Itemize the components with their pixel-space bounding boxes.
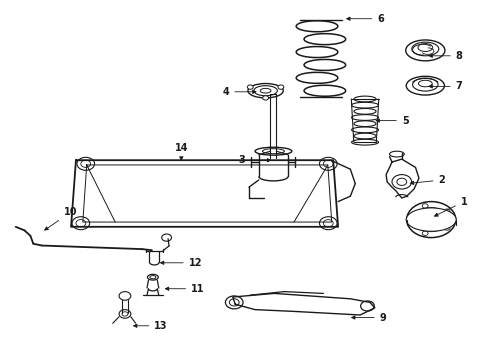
Circle shape	[278, 85, 284, 89]
Text: 7: 7	[429, 81, 463, 91]
Text: 8: 8	[429, 51, 463, 61]
Circle shape	[444, 209, 450, 213]
Circle shape	[162, 234, 172, 241]
Text: 9: 9	[352, 312, 387, 323]
Text: 11: 11	[166, 284, 205, 294]
Circle shape	[422, 231, 428, 235]
Text: 5: 5	[376, 116, 409, 126]
Ellipse shape	[255, 147, 292, 155]
Text: 12: 12	[161, 258, 202, 268]
Ellipse shape	[418, 44, 433, 51]
Ellipse shape	[406, 76, 444, 95]
Ellipse shape	[260, 89, 271, 93]
Circle shape	[423, 214, 439, 225]
Ellipse shape	[254, 86, 277, 96]
Text: 3: 3	[238, 155, 270, 165]
Circle shape	[323, 160, 333, 167]
Text: 4: 4	[222, 87, 256, 97]
Circle shape	[247, 85, 253, 89]
Circle shape	[397, 178, 407, 185]
Circle shape	[319, 217, 337, 230]
Circle shape	[229, 299, 239, 306]
Circle shape	[422, 204, 428, 208]
Ellipse shape	[412, 42, 439, 56]
Ellipse shape	[413, 78, 438, 91]
Circle shape	[81, 160, 91, 167]
Text: 1: 1	[435, 197, 467, 216]
Circle shape	[409, 217, 415, 222]
Ellipse shape	[390, 151, 404, 157]
Text: 6: 6	[347, 14, 384, 24]
Circle shape	[72, 217, 90, 230]
Circle shape	[119, 310, 131, 318]
Circle shape	[263, 96, 269, 100]
Circle shape	[225, 296, 243, 309]
Circle shape	[323, 220, 333, 227]
Circle shape	[415, 208, 447, 231]
Ellipse shape	[406, 40, 445, 61]
Circle shape	[119, 292, 131, 300]
Circle shape	[76, 220, 86, 227]
Ellipse shape	[418, 80, 432, 87]
Circle shape	[444, 226, 450, 230]
Text: 2: 2	[411, 175, 445, 185]
Circle shape	[77, 157, 95, 170]
Circle shape	[319, 157, 337, 170]
Text: 10: 10	[45, 207, 77, 230]
Text: 14: 14	[174, 143, 188, 160]
Ellipse shape	[406, 208, 456, 231]
Circle shape	[407, 202, 456, 238]
Circle shape	[122, 312, 128, 316]
Ellipse shape	[263, 149, 284, 154]
Circle shape	[392, 175, 412, 189]
Circle shape	[361, 301, 374, 311]
Ellipse shape	[248, 84, 283, 98]
Text: 13: 13	[134, 321, 168, 331]
